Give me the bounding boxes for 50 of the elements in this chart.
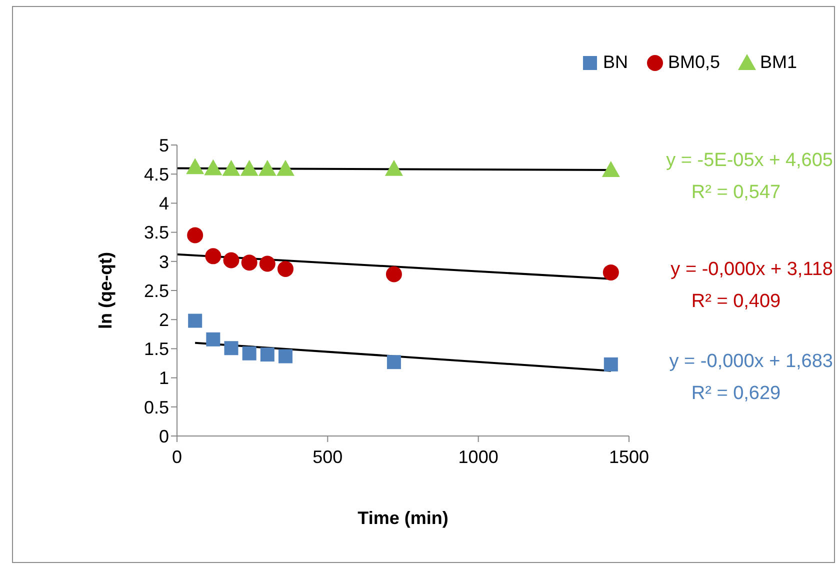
y-tick-label: 2: [158, 310, 169, 330]
y-tick-label: 3: [158, 252, 169, 272]
text: y = -0,000x + 3,118: [670, 258, 833, 280]
point: [222, 160, 240, 176]
y-tick-label: 5: [158, 135, 169, 156]
legend-label: BM0,5: [668, 52, 720, 73]
point: [205, 248, 222, 264]
text: R² = 0,409: [691, 290, 781, 312]
point: [604, 357, 618, 372]
x-tick-label: 500: [312, 446, 343, 467]
text: y = -5E-05x + 4,605: [666, 150, 833, 172]
text: R² = 0,629: [691, 382, 781, 404]
point: [188, 314, 202, 328]
point: [240, 160, 258, 176]
point: [223, 252, 240, 268]
point: [276, 160, 294, 176]
point: [259, 256, 276, 272]
point: [386, 266, 402, 282]
point: [386, 355, 401, 370]
y-axis-title: ln (qe-qt): [95, 252, 116, 329]
y-tick-label: 4: [158, 194, 169, 214]
point: [260, 348, 274, 362]
point: [602, 161, 620, 178]
y-tick-label: 2.5: [144, 280, 169, 301]
text: R² = 0,547: [691, 182, 781, 204]
point: [277, 260, 294, 277]
point: [602, 264, 619, 280]
x-tick-label: 1500: [608, 446, 650, 467]
point: [187, 227, 204, 244]
point: [241, 254, 258, 271]
point: [206, 332, 220, 346]
y-tick-label: 3.5: [144, 222, 169, 243]
point: [186, 158, 204, 174]
point: [384, 160, 403, 176]
point: [258, 160, 276, 176]
text: y = -0,000x + 1,683: [669, 350, 833, 372]
legend-label: BM1: [760, 52, 797, 73]
y-tick-label: 4.5: [144, 164, 169, 184]
y-tick-label: 0.5: [144, 397, 169, 418]
point: [204, 159, 222, 176]
x-tick-label: 0: [172, 446, 182, 467]
x-axis-title: Time (min): [358, 508, 448, 528]
point: [278, 349, 292, 364]
y-tick-label: 1: [158, 368, 169, 388]
y-tick-label: 1.5: [144, 339, 169, 360]
x-tick-label: 1000: [458, 446, 498, 467]
legend-label: BN: [602, 52, 628, 73]
y-tick-label: 0: [158, 426, 169, 446]
point: [242, 346, 256, 360]
point: [224, 341, 238, 356]
